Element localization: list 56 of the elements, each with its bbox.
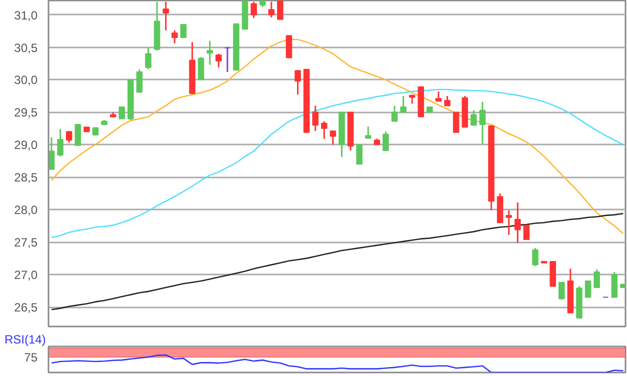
candlestick	[523, 224, 530, 240]
candlestick	[506, 210, 512, 236]
candlestick	[452, 112, 460, 133]
candlestick	[400, 95, 406, 113]
candlestick	[180, 24, 187, 38]
candlestick	[382, 130, 389, 152]
y-tick-label: 27,5	[14, 236, 38, 250]
y-tick-label: 27,0	[14, 268, 38, 282]
candlestick	[74, 124, 82, 147]
candlestick	[224, 46, 231, 73]
candlestick	[268, 1, 275, 18]
candlestick	[584, 280, 592, 298]
candlestick	[514, 202, 521, 244]
candlestick	[470, 110, 477, 126]
candlestick	[171, 30, 178, 44]
y-tick-label: 29,5	[14, 106, 38, 120]
y-tick-label: 30,5	[14, 40, 38, 55]
candlestick	[294, 70, 301, 96]
y-tick-label: 26,5	[14, 300, 38, 315]
candlestick	[312, 104, 318, 132]
candlestick	[198, 56, 204, 80]
y-tick-label: 29,0	[14, 138, 38, 152]
candlestick	[321, 120, 328, 140]
candlestick	[136, 68, 143, 94]
candlestick	[48, 136, 55, 170]
candlestick	[435, 90, 442, 102]
candlestick	[611, 271, 618, 298]
candlestick	[558, 282, 565, 301]
candlestick	[277, 0, 284, 20]
line-series	[50, 212, 624, 310]
line-series	[50, 38, 624, 234]
text: 75	[24, 350, 38, 365]
candlestick	[250, 1, 257, 19]
candlestick	[286, 34, 292, 60]
candlestick	[408, 94, 416, 105]
candlestick	[444, 95, 450, 106]
y-tick-label: 30,0	[14, 73, 38, 88]
candlestick	[356, 144, 362, 165]
y-tick-label: 28,0	[14, 203, 38, 218]
candlestick	[118, 106, 125, 120]
line-series	[50, 88, 624, 238]
candlestick	[479, 101, 486, 146]
candlestick	[215, 53, 222, 68]
candlestick	[330, 130, 336, 146]
candlestick	[365, 126, 372, 140]
candlestick	[162, 1, 169, 32]
candlestick	[57, 128, 64, 158]
candlestick	[66, 130, 72, 144]
y-tick-label: 31,0	[14, 8, 38, 22]
candlestick	[206, 40, 213, 66]
candlestick	[594, 268, 600, 288]
candlestick	[532, 247, 538, 267]
candlestick	[145, 46, 152, 70]
chart-title: RSI(14)	[4, 332, 46, 346]
y-tick-label: 28,5	[14, 170, 38, 185]
candlestick	[391, 104, 398, 122]
